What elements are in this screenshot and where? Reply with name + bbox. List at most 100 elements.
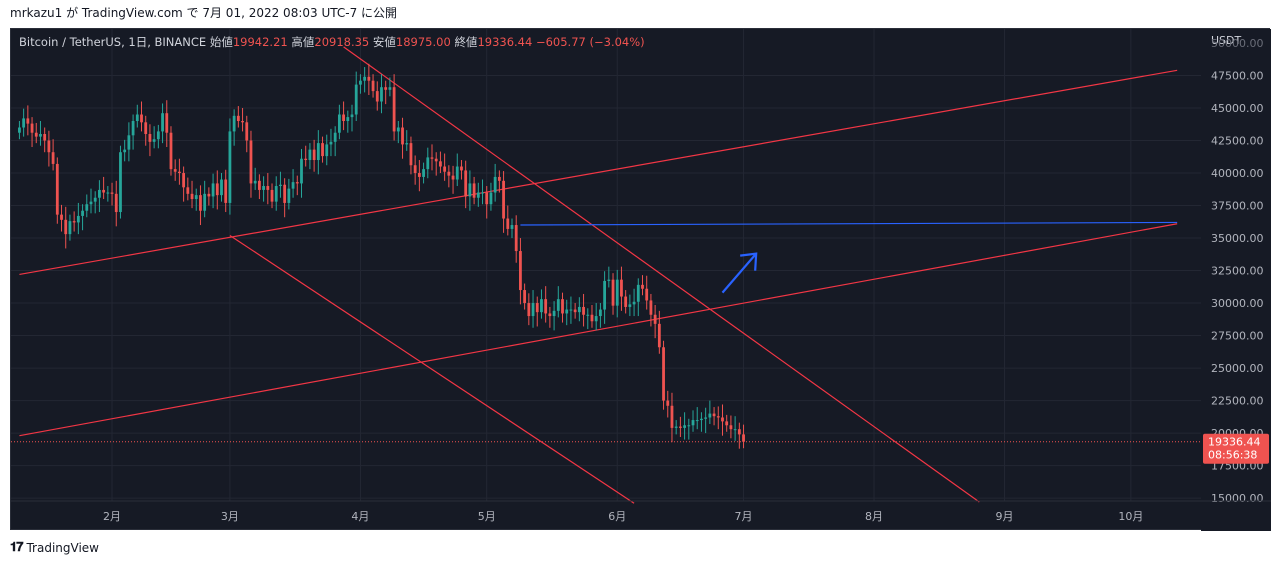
countdown-label: 08:56:38 (1208, 449, 1257, 462)
arrow-head-icon (740, 252, 758, 271)
candle-body (742, 434, 745, 442)
candle-body (190, 193, 194, 200)
candle-body (569, 309, 573, 311)
candle-body (725, 421, 729, 426)
candle-body (64, 219, 68, 235)
candle-body (384, 87, 388, 90)
candle-body (371, 80, 375, 92)
candle-body (552, 310, 556, 317)
x-tick-label: 6月 (608, 510, 626, 523)
candle-body (506, 218, 510, 229)
x-tick-label: 3月 (221, 510, 239, 523)
candle-body (22, 118, 26, 128)
candle-body (510, 225, 514, 229)
candle-body (224, 179, 228, 203)
candle-body (485, 192, 489, 205)
low-value: 18975.00 (395, 35, 451, 49)
candle-body (586, 314, 590, 316)
candle-body (396, 127, 400, 132)
currency-label: USDT (1211, 34, 1242, 47)
high-label: 高値 (291, 35, 315, 49)
candles (18, 63, 745, 449)
symbol-title: Bitcoin / TetherUS, 1日, BINANCE (19, 35, 207, 49)
candle-body (662, 347, 665, 401)
candle-body (674, 426, 678, 428)
candle-body (548, 313, 552, 317)
candle-body (236, 115, 240, 122)
candle-body (34, 132, 38, 137)
y-tick-label: 27500.00 (1211, 330, 1264, 343)
candle-body (434, 158, 438, 162)
y-tick-label: 47500.00 (1211, 70, 1264, 83)
candle-body (98, 189, 101, 198)
chart-panel[interactable]: USDT 50000.00 47500.00 45000.00 42500.00 4000… (10, 28, 1271, 531)
candle-body (127, 135, 131, 150)
candle-body (173, 169, 177, 172)
candle-body (283, 184, 287, 203)
low-label: 安値 (372, 35, 396, 49)
candle-body (232, 115, 236, 132)
candle-body (704, 417, 708, 419)
candle-body (620, 279, 623, 297)
candle-body (156, 131, 160, 140)
candle-body (89, 201, 93, 205)
close-value: 19336.44 (477, 35, 533, 49)
candle-body (594, 316, 598, 322)
trendline (343, 46, 980, 503)
candle-body (291, 182, 295, 189)
tradingview-logo-icon: 𝟏𝟕 (10, 540, 24, 555)
candle-body (447, 171, 451, 176)
overlays (721, 252, 758, 294)
candle-body (577, 306, 581, 313)
candle-body (257, 180, 261, 190)
x-tick-label: 10月 (1118, 510, 1143, 523)
candle-body (354, 84, 358, 115)
y-tick-label: 30000.00 (1211, 297, 1264, 310)
candle-body (497, 176, 501, 181)
close-label: 終値 (454, 35, 478, 49)
candle-body (670, 405, 674, 428)
candle-body (110, 192, 114, 194)
candle-body (380, 87, 383, 102)
y-tick-label: 32500.00 (1211, 265, 1264, 278)
candle-body (683, 425, 686, 428)
candle-body (417, 173, 421, 177)
candle-body (565, 309, 569, 314)
candle-body (178, 171, 181, 174)
candle-body (443, 166, 447, 172)
candle-body (363, 76, 367, 81)
candle-body (211, 183, 215, 197)
arrow-up-icon (721, 252, 758, 294)
candle-body (144, 122, 148, 135)
candle-body (131, 121, 135, 136)
candle-body (102, 189, 106, 193)
y-tick-label: 45000.00 (1211, 102, 1264, 115)
candle-body (489, 192, 493, 205)
candle-body (561, 299, 564, 314)
candle-body (249, 140, 253, 184)
candle-body (439, 161, 442, 167)
candle-body (186, 187, 190, 194)
candle-body (68, 221, 72, 235)
candle-body (76, 215, 80, 223)
candle-body (455, 166, 459, 180)
candle-body (657, 323, 661, 348)
candle-body (43, 134, 47, 141)
candle-body (603, 280, 607, 310)
candle-body (666, 400, 670, 406)
candle-body (531, 303, 535, 317)
candle-body (729, 425, 733, 430)
candle-body (472, 183, 476, 198)
candle-body (287, 188, 291, 203)
time-axis[interactable]: 2月 3月 4月 5月 6月 7月 8月 9月 10月 (11, 500, 1271, 523)
candle-body (519, 251, 522, 291)
candle-body (502, 180, 505, 219)
candle-body (422, 169, 425, 177)
candle-body (611, 279, 615, 306)
candle-body (540, 299, 543, 313)
y-tick-label: 35000.00 (1211, 232, 1264, 245)
horizontal-resistance-line (520, 221, 1178, 226)
candle-body (426, 157, 430, 170)
